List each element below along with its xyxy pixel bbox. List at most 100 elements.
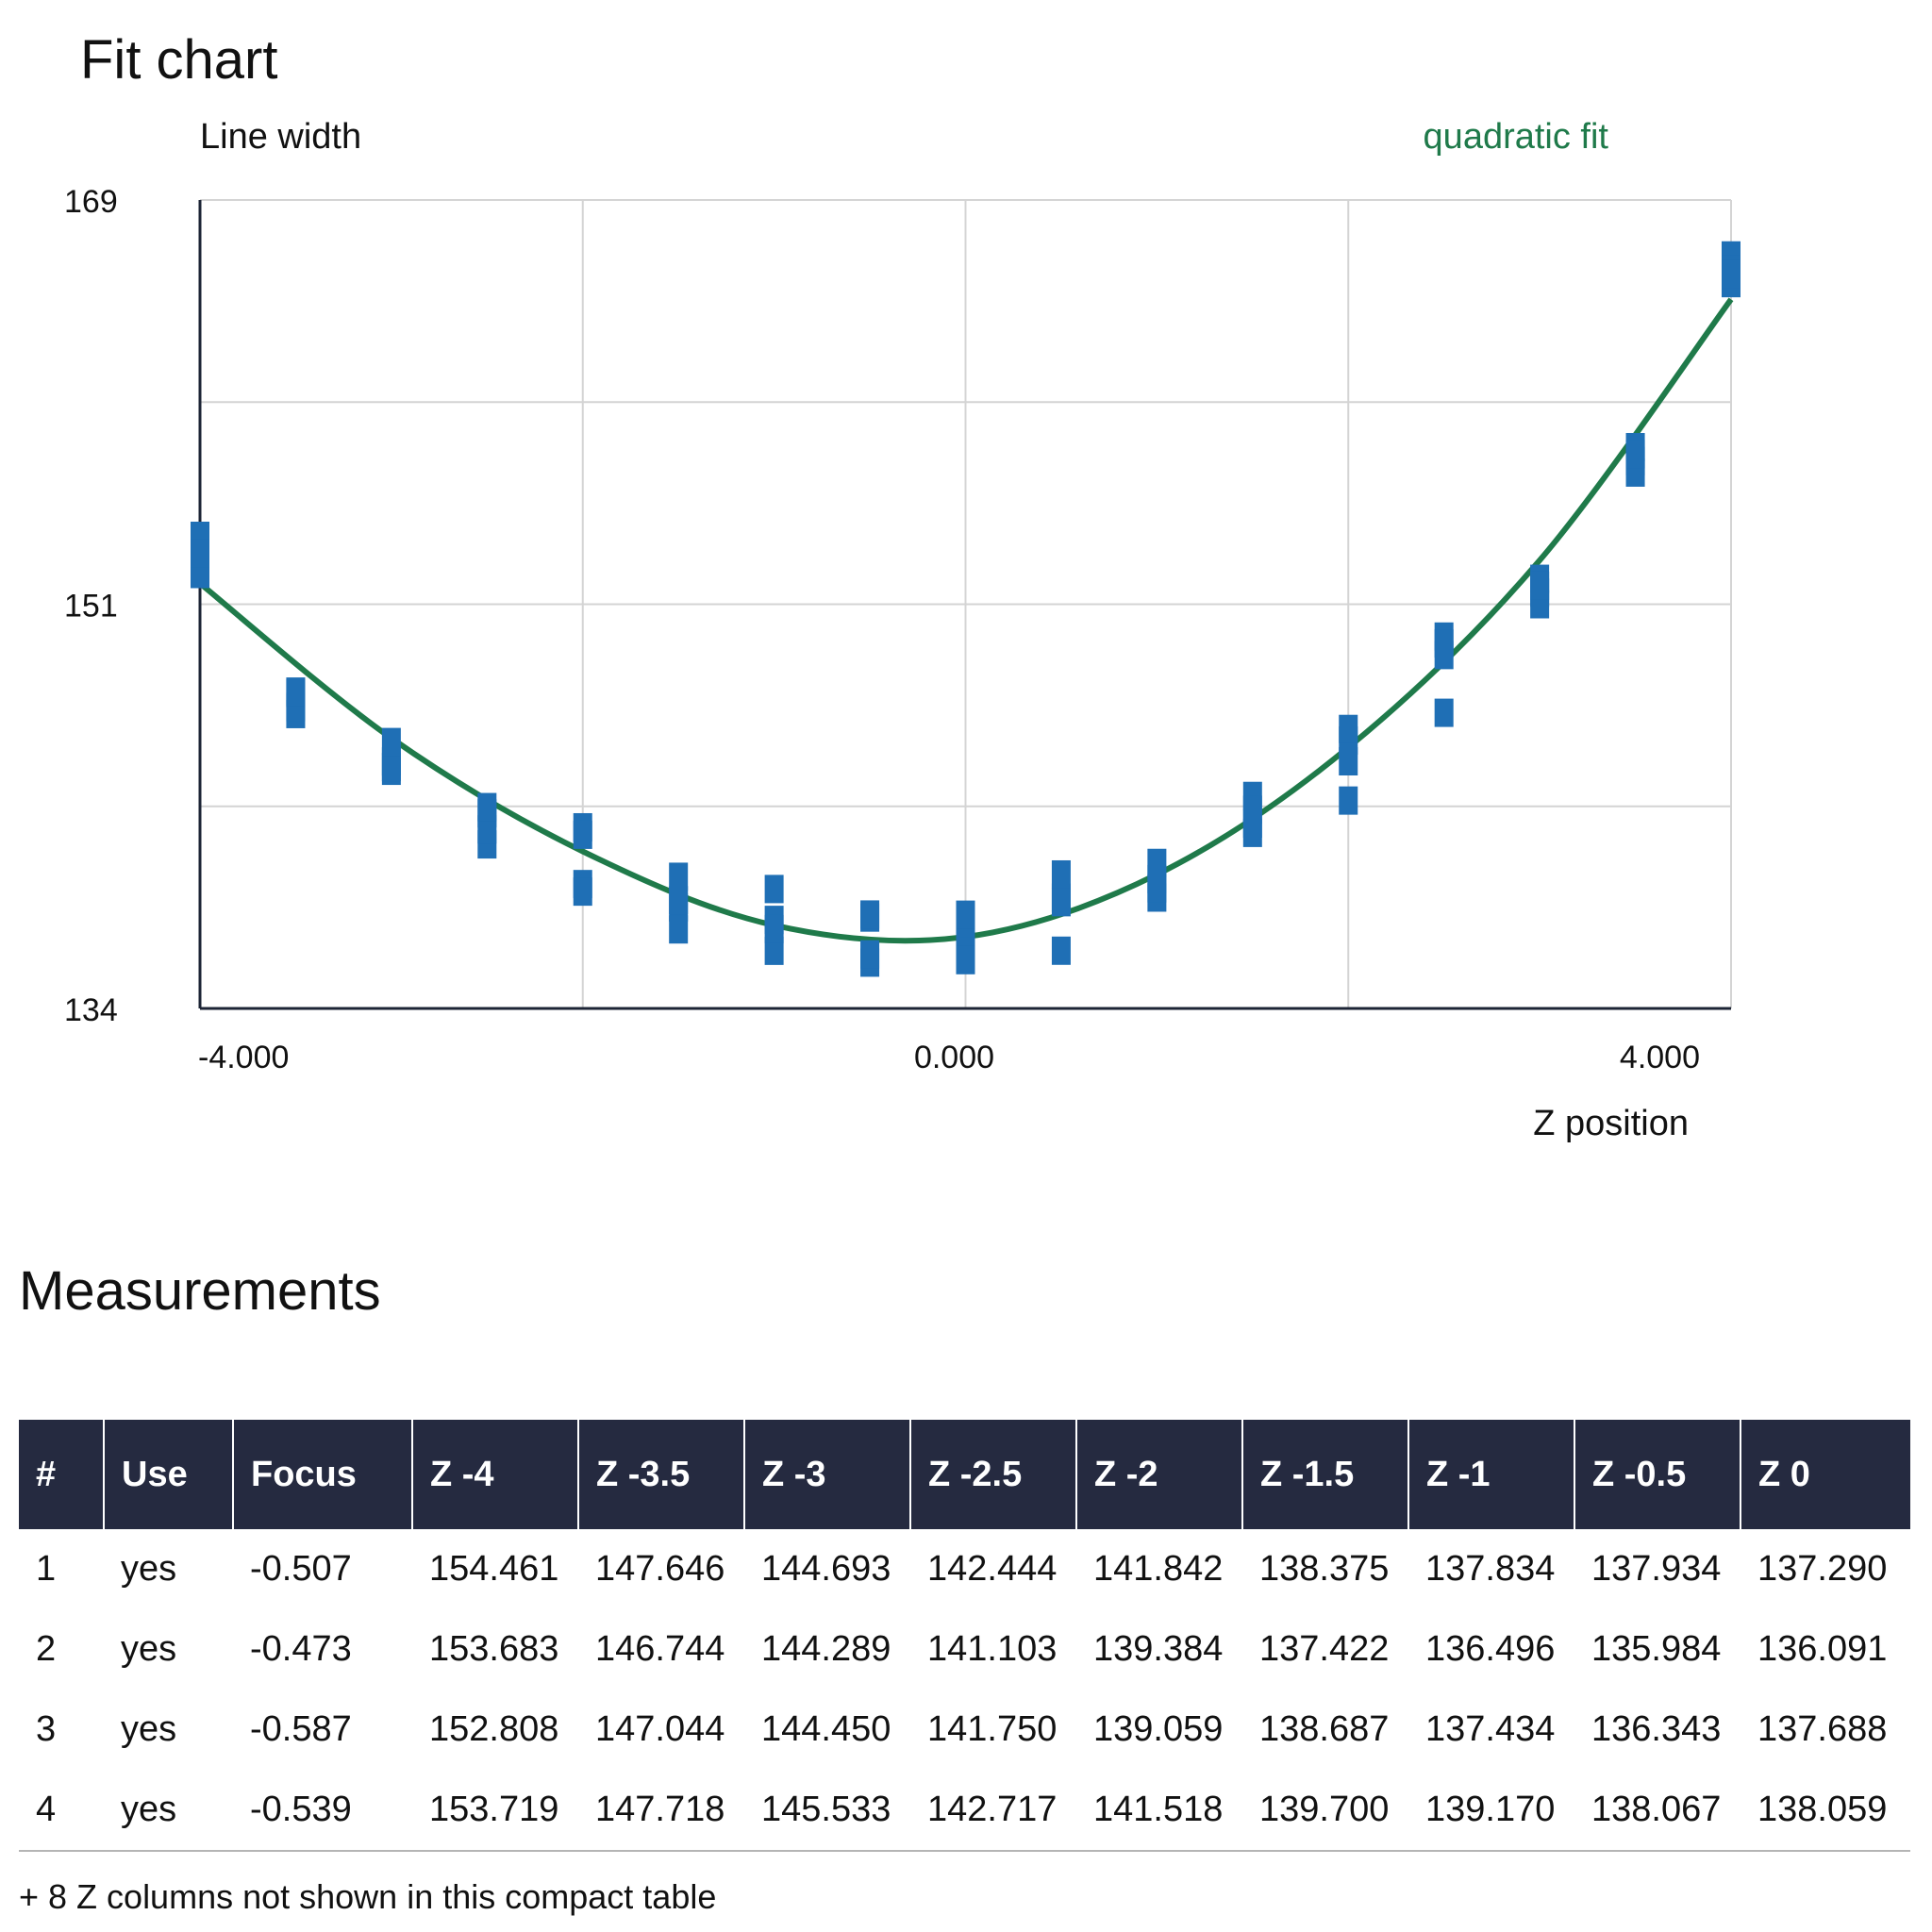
table-cell: yes bbox=[121, 1709, 177, 1749]
data-point bbox=[1339, 747, 1358, 776]
data-point bbox=[573, 877, 592, 907]
table-cell: 4 bbox=[19, 1770, 104, 1852]
x-tick-label: -4.000 bbox=[198, 1040, 289, 1075]
table-cell: 139.059 bbox=[1093, 1709, 1224, 1749]
table-cell: 153.683 bbox=[429, 1629, 559, 1669]
table-cell: 137.688 bbox=[1757, 1709, 1888, 1749]
table-row: 4 yes -0.539 153.719 147.718 145.533 142.717 14… bbox=[19, 1770, 1910, 1852]
data-point bbox=[381, 727, 401, 757]
data-point bbox=[1339, 714, 1358, 743]
data-point bbox=[1242, 795, 1262, 824]
table-cell: 141.518 bbox=[1076, 1770, 1242, 1852]
column-header: Z -2 bbox=[1076, 1420, 1243, 1529]
table-title: Measurements bbox=[19, 1260, 381, 1322]
data-point bbox=[477, 815, 497, 844]
table-row: 1 yes -0.507 154.461 147.646 144.693 142.444 14… bbox=[19, 1529, 1910, 1609]
column-header: Z -1.5 bbox=[1242, 1420, 1409, 1529]
data-point bbox=[1530, 571, 1550, 600]
table-cell: 147.044 bbox=[595, 1709, 725, 1749]
data-point bbox=[286, 677, 306, 707]
data-point bbox=[669, 886, 689, 915]
y-tick-label: 169 bbox=[64, 184, 118, 220]
fit-chart: Line width Z position quadratic fit 169 151 1… bbox=[64, 117, 1740, 1143]
data-point bbox=[764, 914, 784, 943]
table-cell: 135.984 bbox=[1591, 1629, 1722, 1669]
data-point bbox=[1051, 936, 1071, 965]
table-cell: 136.091 bbox=[1757, 1629, 1888, 1669]
column-header: Z -3 bbox=[744, 1420, 911, 1529]
table-cell: 146.744 bbox=[595, 1629, 725, 1669]
table-cell: -0.539 bbox=[233, 1770, 412, 1852]
table-cell: 144.693 bbox=[761, 1549, 891, 1589]
y-tick-label: 151 bbox=[64, 589, 118, 625]
column-header: Z -0.5 bbox=[1574, 1420, 1741, 1529]
table-cell: 153.719 bbox=[412, 1770, 578, 1852]
table-cell: 137.290 bbox=[1757, 1549, 1888, 1589]
table-cell: 3 bbox=[36, 1709, 57, 1749]
measurements-table: # Use Focus Z -4 Z -3.5 Z -3 Z -2.5 Z -2 Z -1.5 Z… bbox=[19, 1420, 1910, 1852]
data-point bbox=[1625, 440, 1645, 469]
table-cell: 137.834 bbox=[1425, 1549, 1556, 1589]
table-cell: 152.808 bbox=[429, 1709, 559, 1749]
data-point bbox=[1051, 888, 1071, 917]
column-header: Z 0 bbox=[1740, 1420, 1910, 1529]
data-point bbox=[381, 753, 401, 782]
data-point bbox=[477, 792, 497, 822]
table-cell: 147.646 bbox=[595, 1549, 725, 1589]
x-tick-label: 0.000 bbox=[914, 1040, 994, 1075]
table-cell: 142.444 bbox=[927, 1549, 1058, 1589]
table-cell: yes bbox=[104, 1770, 233, 1852]
table-cell: 137.934 bbox=[1591, 1549, 1722, 1589]
table-row: 3 yes -0.587 152.808 147.044 144.450 141.750 13… bbox=[19, 1690, 1910, 1770]
column-header: # bbox=[19, 1420, 105, 1529]
table-cell: yes bbox=[121, 1549, 177, 1589]
data-point bbox=[1434, 698, 1454, 727]
table-cell: 139.700 bbox=[1242, 1770, 1408, 1852]
data-point bbox=[1242, 818, 1262, 847]
column-header: Focus bbox=[233, 1420, 413, 1529]
data-point bbox=[1339, 786, 1358, 815]
table-cell: 139.170 bbox=[1408, 1770, 1574, 1852]
table-cell: 138.059 bbox=[1740, 1770, 1910, 1852]
data-point bbox=[573, 820, 592, 849]
data-point bbox=[860, 940, 880, 969]
data-point bbox=[956, 900, 975, 929]
chart-title: Fit chart bbox=[80, 29, 278, 91]
data-point bbox=[669, 915, 689, 944]
column-header: Z -4 bbox=[412, 1420, 579, 1529]
table-cell: 145.533 bbox=[744, 1770, 910, 1852]
data-point bbox=[860, 900, 880, 929]
table-cell: 141.750 bbox=[927, 1709, 1058, 1749]
data-point bbox=[1147, 874, 1167, 903]
data-point bbox=[764, 936, 784, 965]
column-header: Z -3.5 bbox=[578, 1420, 745, 1529]
table-cell: 136.343 bbox=[1591, 1709, 1722, 1749]
column-header: Z -1 bbox=[1408, 1420, 1575, 1529]
data-point bbox=[764, 874, 784, 904]
table-cell: 142.717 bbox=[910, 1770, 1076, 1852]
data-point bbox=[669, 862, 689, 891]
column-header: Z -2.5 bbox=[910, 1420, 1077, 1529]
fit-legend-label: quadratic fit bbox=[1424, 117, 1609, 157]
table-cell: 138.375 bbox=[1259, 1549, 1390, 1589]
table-cell: 139.384 bbox=[1093, 1629, 1224, 1669]
table-cell: 141.103 bbox=[927, 1629, 1058, 1669]
data-point bbox=[1434, 629, 1454, 658]
data-point bbox=[1051, 859, 1071, 889]
data-point bbox=[191, 539, 209, 568]
y-axis-label: Line width bbox=[200, 117, 361, 157]
table-cell: -0.473 bbox=[250, 1629, 352, 1669]
x-axis-label: Z position bbox=[1533, 1104, 1689, 1143]
data-point bbox=[956, 945, 975, 974]
data-point bbox=[1722, 259, 1740, 289]
data-point bbox=[1147, 848, 1167, 877]
table-header-row: # Use Focus Z -4 Z -3.5 Z -3 Z -2.5 Z -2 Z -1.5 Z… bbox=[19, 1420, 1910, 1529]
y-tick-label: 134 bbox=[64, 992, 118, 1028]
fit-curve bbox=[198, 297, 1734, 944]
table-cell: 1 bbox=[36, 1549, 57, 1589]
table-cell: 154.461 bbox=[429, 1549, 559, 1589]
table-row: 2 yes -0.473 153.683 146.744 144.289 141.103 13… bbox=[19, 1609, 1910, 1690]
table-cell: 137.422 bbox=[1259, 1629, 1390, 1669]
table-footnote: + 8 Z columns not shown in this compact … bbox=[19, 1877, 717, 1916]
x-tick-label: 4.000 bbox=[1620, 1040, 1700, 1075]
